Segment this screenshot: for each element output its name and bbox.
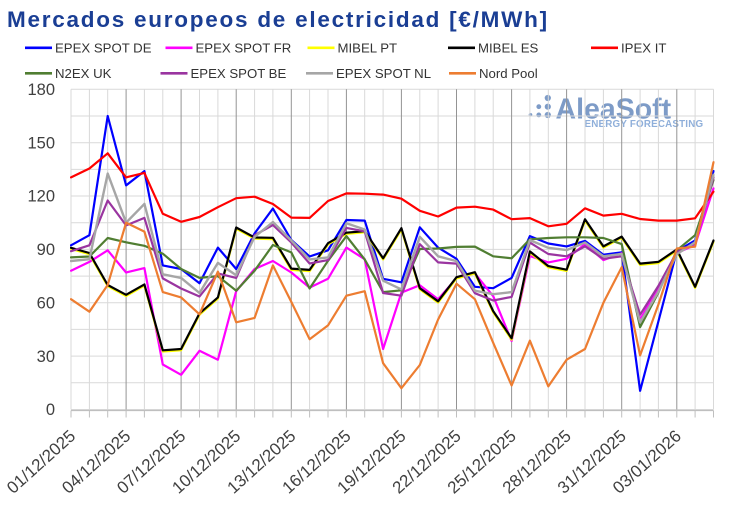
svg-text:Mercados europeos de electrici: Mercados europeos de electricidad [€/MWh… bbox=[7, 7, 549, 32]
svg-text:IPEX IT: IPEX IT bbox=[621, 41, 666, 56]
svg-text:EPEX SPOT DE: EPEX SPOT DE bbox=[55, 41, 152, 56]
svg-text:N2EX UK: N2EX UK bbox=[55, 66, 112, 81]
svg-text:30: 30 bbox=[37, 348, 55, 366]
svg-text:120: 120 bbox=[27, 188, 55, 206]
svg-text:ENERGY FORECASTING: ENERGY FORECASTING bbox=[585, 119, 704, 130]
svg-text:0: 0 bbox=[46, 401, 55, 419]
svg-text:AleaSoft: AleaSoft bbox=[556, 94, 672, 126]
svg-text:EPEX SPOT NL: EPEX SPOT NL bbox=[336, 66, 431, 81]
svg-text:MIBEL PT: MIBEL PT bbox=[338, 41, 398, 56]
svg-text:EPEX SPOT FR: EPEX SPOT FR bbox=[196, 41, 292, 56]
svg-text:150: 150 bbox=[27, 134, 55, 152]
svg-text:MIBEL ES: MIBEL ES bbox=[478, 41, 539, 56]
svg-text:EPEX SPOT BE: EPEX SPOT BE bbox=[191, 66, 287, 81]
svg-text:60: 60 bbox=[37, 295, 55, 313]
svg-text:180: 180 bbox=[27, 81, 55, 99]
svg-text:Nord Pool: Nord Pool bbox=[479, 66, 538, 81]
svg-text:90: 90 bbox=[37, 241, 55, 259]
